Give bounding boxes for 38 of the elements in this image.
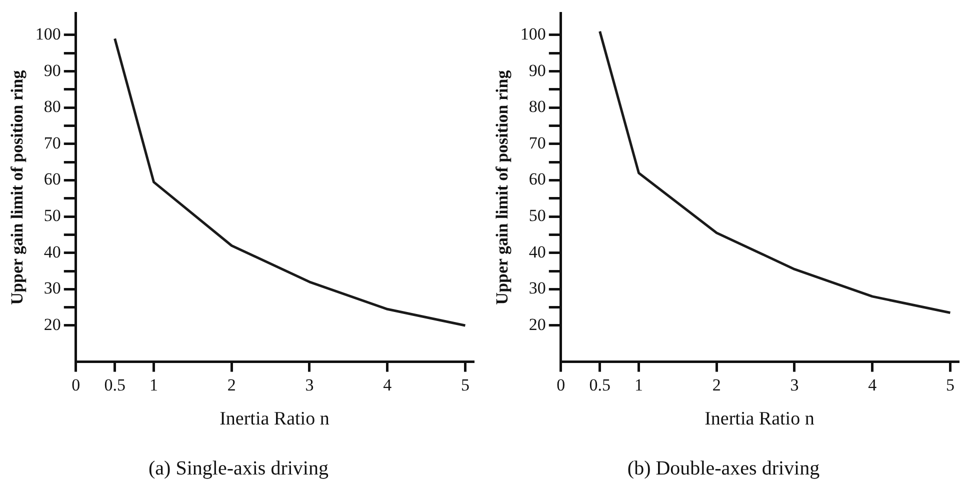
x-axis-title: Inertia Ratio n (220, 408, 330, 430)
x-tick-label: 0.5 (589, 375, 610, 394)
y-tick-label: 20 (44, 314, 61, 334)
x-tick-label: 0 (556, 375, 566, 394)
y-tick-label: 100 (35, 24, 61, 44)
x-tick-label: 0 (72, 375, 80, 394)
y-tick-label: 60 (44, 170, 61, 189)
y-tick-label: 60 (528, 170, 546, 189)
x-tick-label: 0.5 (104, 375, 126, 394)
y-tick-label: 80 (528, 97, 546, 116)
x-tick-label: 2 (227, 375, 236, 394)
y-tick-label: 50 (528, 206, 546, 226)
x-tick-label: 4 (868, 375, 878, 394)
y-axis-title: Upper gain limit of position ring (8, 70, 27, 305)
x-tick-label: 5 (460, 375, 470, 394)
y-tick-label: 90 (44, 60, 61, 80)
y-tick-label: 100 (520, 24, 546, 44)
y-tick-label: 30 (528, 278, 546, 298)
text: (a) Single-axis driving (148, 457, 328, 480)
x-tick-label: 1 (150, 375, 158, 394)
y-tick-label: 20 (528, 314, 546, 334)
x-tick-label: 5 (946, 375, 954, 394)
y-tick-label: 40 (528, 242, 546, 262)
y-tick-label: 70 (528, 133, 546, 152)
x-axis-title: Inertia Ratio n (704, 408, 815, 430)
y-tick-label: 30 (44, 278, 61, 298)
x-tick-label: 4 (383, 375, 392, 394)
y-tick-label: 80 (44, 97, 61, 116)
x-tick-label: 3 (305, 375, 314, 394)
y-tick-label: 90 (528, 60, 546, 80)
x-tick-label: 1 (634, 375, 644, 394)
y-tick-label: 50 (44, 206, 61, 226)
y-tick-label: 40 (44, 242, 61, 262)
text: (b) Double-axes driving (627, 457, 820, 480)
y-axis-title: Upper gain limit of position ring (492, 70, 512, 305)
x-tick-label: 2 (712, 375, 721, 394)
y-tick-label: 70 (44, 133, 61, 152)
x-tick-label: 3 (790, 375, 799, 394)
